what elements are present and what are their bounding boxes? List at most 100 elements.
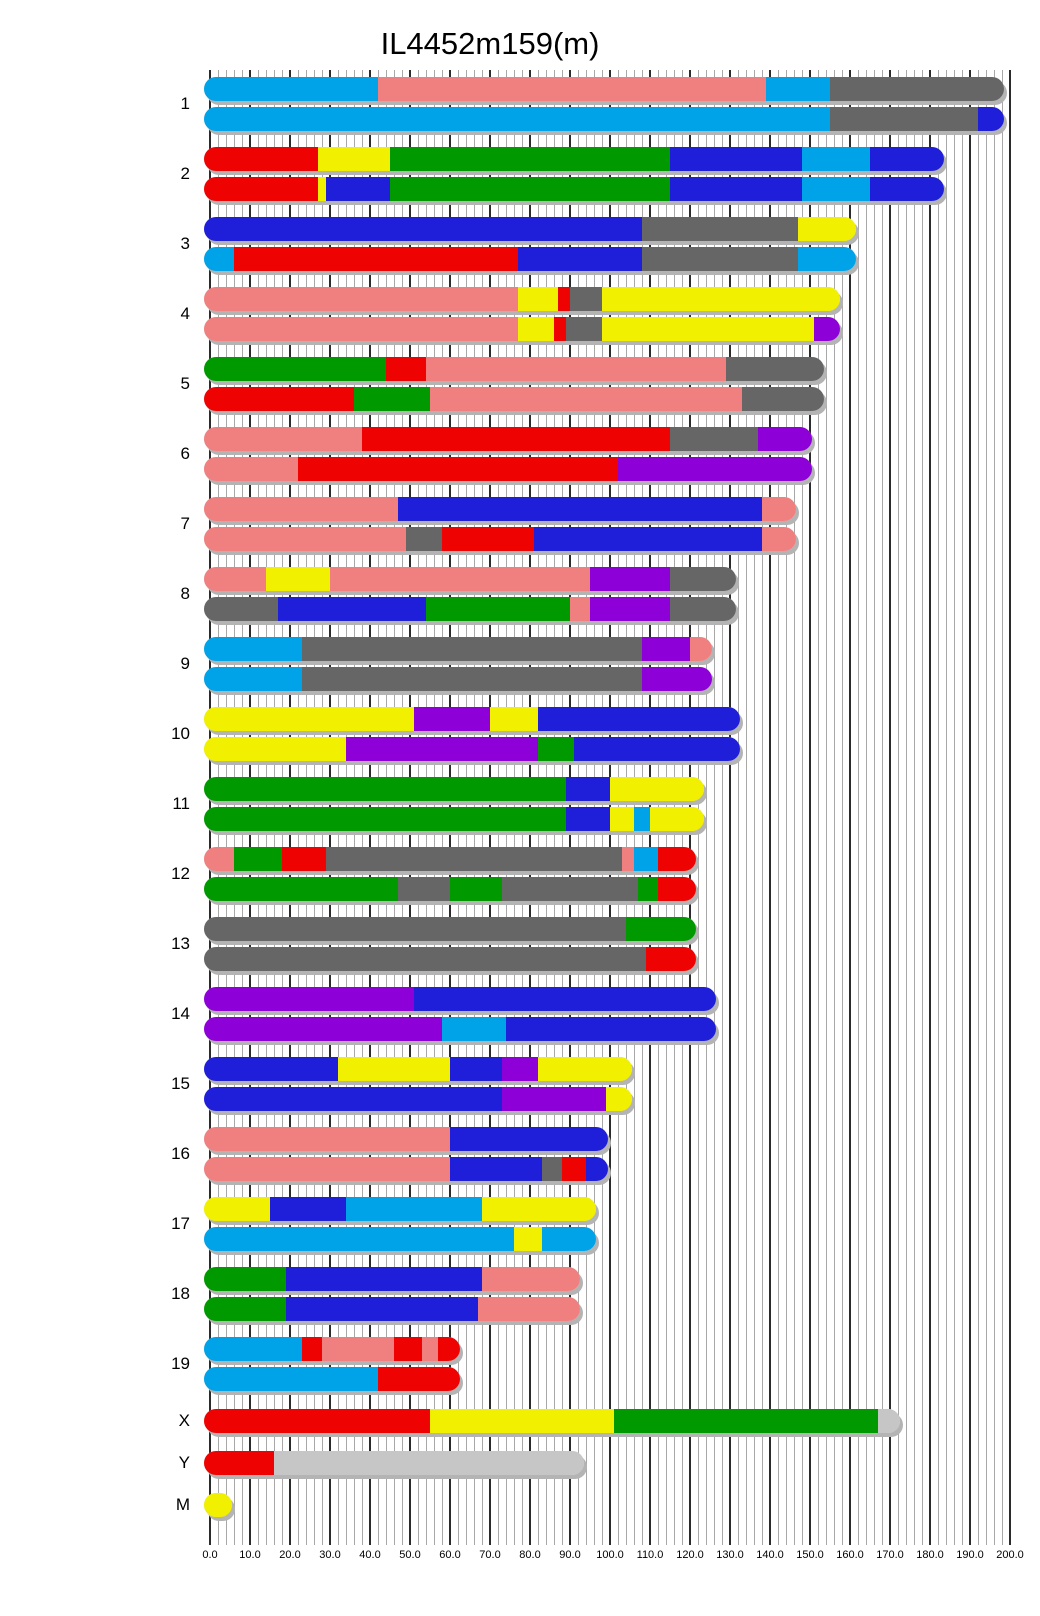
chromosome-17-bar	[204, 1197, 596, 1221]
segment-salmon	[204, 497, 398, 521]
segment-red	[562, 1157, 586, 1181]
segment-purple	[204, 987, 414, 1011]
grid-minor-line	[938, 70, 939, 1545]
grid-major-line	[929, 70, 931, 1545]
chromosome-4-bar	[204, 317, 840, 341]
chromosome-label: 10	[171, 724, 190, 743]
segment-salmon	[204, 1127, 450, 1151]
chromosome-label: 18	[171, 1284, 190, 1303]
chromosome-2-bar	[204, 177, 944, 201]
segment-gray	[670, 597, 736, 621]
segment-gray	[204, 917, 626, 941]
segment-green	[426, 597, 570, 621]
segment-blue	[450, 1157, 542, 1181]
chromosome-label: 8	[180, 584, 190, 603]
grid-minor-line	[762, 70, 763, 1545]
segment-purple	[642, 637, 690, 661]
segment-skyblue	[204, 637, 302, 661]
segment-red	[394, 1337, 422, 1361]
chromosome-label: 16	[171, 1144, 190, 1163]
segment-gray	[204, 947, 646, 971]
segment-yellow	[518, 317, 554, 341]
segment-red	[362, 427, 670, 451]
chromosome-Y-bar	[204, 1451, 584, 1475]
segment-red	[558, 287, 570, 311]
segment-salmon	[204, 847, 234, 871]
segment-silver	[274, 1451, 584, 1475]
segment-red	[204, 387, 354, 411]
segment-skyblue	[802, 177, 870, 201]
chromosome-label: 19	[171, 1354, 190, 1373]
segment-salmon	[426, 357, 726, 381]
segment-yellow	[650, 807, 704, 831]
segment-salmon	[330, 567, 590, 591]
chromosome-label: 2	[180, 164, 190, 183]
axis-tick-label: 140.0	[756, 1549, 784, 1561]
segment-yellow	[602, 287, 840, 311]
segment-gray	[642, 217, 798, 241]
chromosome-8-bar	[204, 597, 736, 621]
axis-tick-label: 70.0	[479, 1549, 501, 1561]
chromosome-11-bar	[204, 777, 704, 801]
segment-gray	[542, 1157, 562, 1181]
grid-minor-line	[842, 70, 843, 1545]
segment-blue	[204, 1087, 502, 1111]
segment-yellow	[204, 1493, 232, 1517]
chromosome-label: 12	[171, 864, 190, 883]
grid-minor-line	[738, 70, 739, 1545]
chromosome-6-bar	[204, 427, 812, 451]
segment-yellow	[266, 567, 330, 591]
segment-blue	[518, 247, 642, 271]
segment-blue	[204, 217, 642, 241]
segment-red	[442, 527, 534, 551]
segment-green	[450, 877, 502, 901]
segment-green	[614, 1409, 878, 1433]
chromosome-16-bar	[204, 1157, 608, 1181]
chromosome-18-bar	[204, 1267, 580, 1291]
grid-major-line	[1009, 70, 1011, 1545]
segment-blue	[870, 177, 944, 201]
segment-yellow	[610, 807, 634, 831]
segment-green	[204, 1267, 286, 1291]
segment-salmon	[478, 1297, 580, 1321]
segment-gray	[326, 847, 622, 871]
segment-gray	[670, 427, 758, 451]
segment-skyblue	[542, 1227, 596, 1251]
segment-gray	[566, 317, 602, 341]
segment-salmon	[690, 637, 712, 661]
axis-tick-label: 150.0	[796, 1549, 824, 1561]
grid-major-line	[729, 70, 731, 1545]
segment-purple	[204, 1017, 442, 1041]
chromosome-label: 6	[180, 444, 190, 463]
chromosome-9-bar	[204, 667, 712, 691]
grid-minor-line	[722, 70, 723, 1545]
segment-skyblue	[802, 147, 870, 171]
grid-minor-line	[818, 70, 819, 1545]
segment-blue	[670, 147, 802, 171]
segment-silver	[878, 1409, 900, 1433]
segment-green	[204, 1297, 286, 1321]
grid-minor-line	[914, 70, 915, 1545]
segment-blue	[270, 1197, 346, 1221]
segment-red	[438, 1337, 460, 1361]
axis-tick-label: 170.0	[876, 1549, 904, 1561]
chromosome-12-bar	[204, 877, 696, 901]
segment-yellow	[798, 217, 856, 241]
segment-salmon	[378, 77, 766, 101]
chromosome-label: 11	[172, 794, 190, 813]
segment-yellow	[204, 1197, 270, 1221]
grid-minor-line	[954, 70, 955, 1545]
segment-purple	[618, 457, 812, 481]
axis-tick-label: 120.0	[676, 1549, 704, 1561]
axis-tick-label: 130.0	[716, 1549, 744, 1561]
segment-salmon	[204, 1157, 450, 1181]
segment-gray	[570, 287, 602, 311]
chromosome-X-bar	[204, 1409, 900, 1433]
grid-minor-line	[922, 70, 923, 1545]
chromosome-12-bar	[204, 847, 696, 871]
segment-salmon	[204, 317, 518, 341]
axis-tick-label: 180.0	[916, 1549, 944, 1561]
segment-green	[638, 877, 658, 901]
chromosome-label: Y	[178, 1453, 190, 1472]
segment-gray	[204, 597, 278, 621]
